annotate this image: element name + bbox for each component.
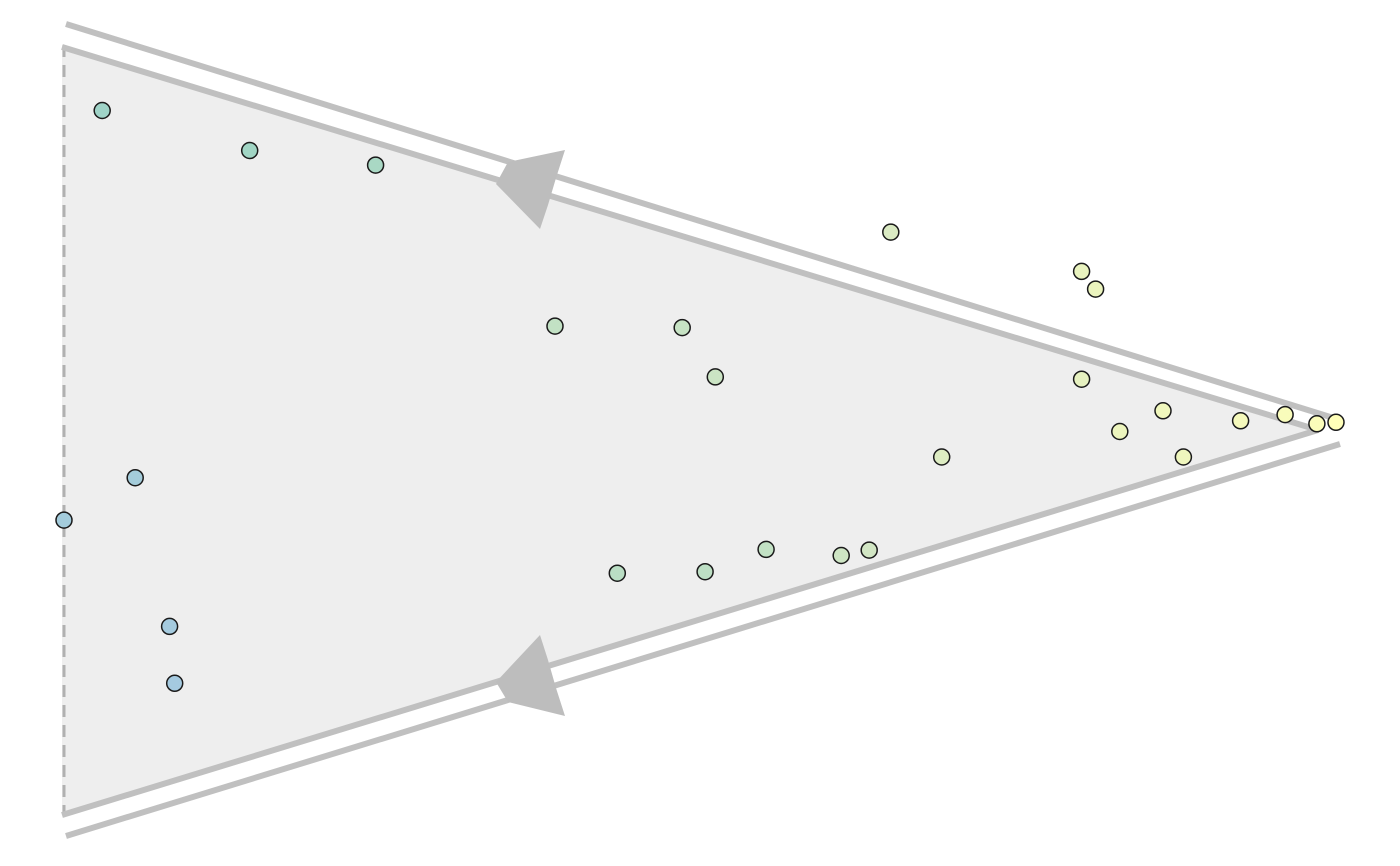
data-point-18 bbox=[1072, 370, 1091, 388]
top-outer-border bbox=[65, 21, 1341, 423]
data-point-16 bbox=[882, 223, 900, 241]
data-point-24 bbox=[1276, 405, 1294, 424]
data-point-26 bbox=[1327, 413, 1345, 432]
data-point-2 bbox=[240, 141, 259, 160]
data-point-23 bbox=[1174, 448, 1193, 466]
data-point-8 bbox=[55, 511, 73, 529]
data-point-5 bbox=[673, 318, 691, 337]
data-point-6 bbox=[706, 368, 725, 386]
data-point-15 bbox=[860, 541, 878, 559]
data-point-7 bbox=[126, 468, 144, 487]
triangle-region bbox=[62, 45, 1318, 815]
data-point-13 bbox=[757, 540, 775, 559]
data-point-14 bbox=[832, 546, 850, 565]
data-point-10 bbox=[165, 674, 184, 693]
data-point-27 bbox=[1231, 412, 1250, 430]
data-point-21 bbox=[1111, 422, 1129, 441]
top-arrow-icon bbox=[496, 150, 565, 229]
top-inner-border bbox=[61, 44, 1319, 433]
data-point-11 bbox=[608, 564, 627, 582]
bottom-arrow-icon bbox=[496, 635, 565, 716]
data-point-9 bbox=[160, 617, 179, 636]
data-point-20 bbox=[1086, 280, 1105, 298]
data-point-19 bbox=[1072, 262, 1091, 281]
bottom-outer-border bbox=[65, 441, 1341, 839]
data-point-1 bbox=[93, 101, 111, 120]
data-point-25 bbox=[1308, 415, 1326, 433]
data-point-17 bbox=[932, 448, 951, 466]
bottom-inner-border bbox=[61, 427, 1319, 818]
data-point-3 bbox=[366, 156, 385, 174]
data-point-4 bbox=[546, 317, 564, 335]
data-points bbox=[55, 101, 1345, 693]
data-point-12 bbox=[696, 562, 714, 581]
data-point-22 bbox=[1154, 402, 1172, 420]
